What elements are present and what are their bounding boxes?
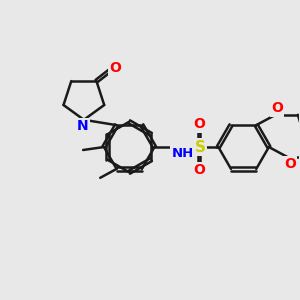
Text: NH: NH <box>172 147 194 160</box>
Text: O: O <box>284 157 296 171</box>
Text: S: S <box>194 140 206 154</box>
Text: O: O <box>193 117 205 131</box>
Text: O: O <box>109 61 121 75</box>
Text: O: O <box>193 163 205 177</box>
Text: N: N <box>76 119 88 133</box>
Text: O: O <box>271 101 283 115</box>
